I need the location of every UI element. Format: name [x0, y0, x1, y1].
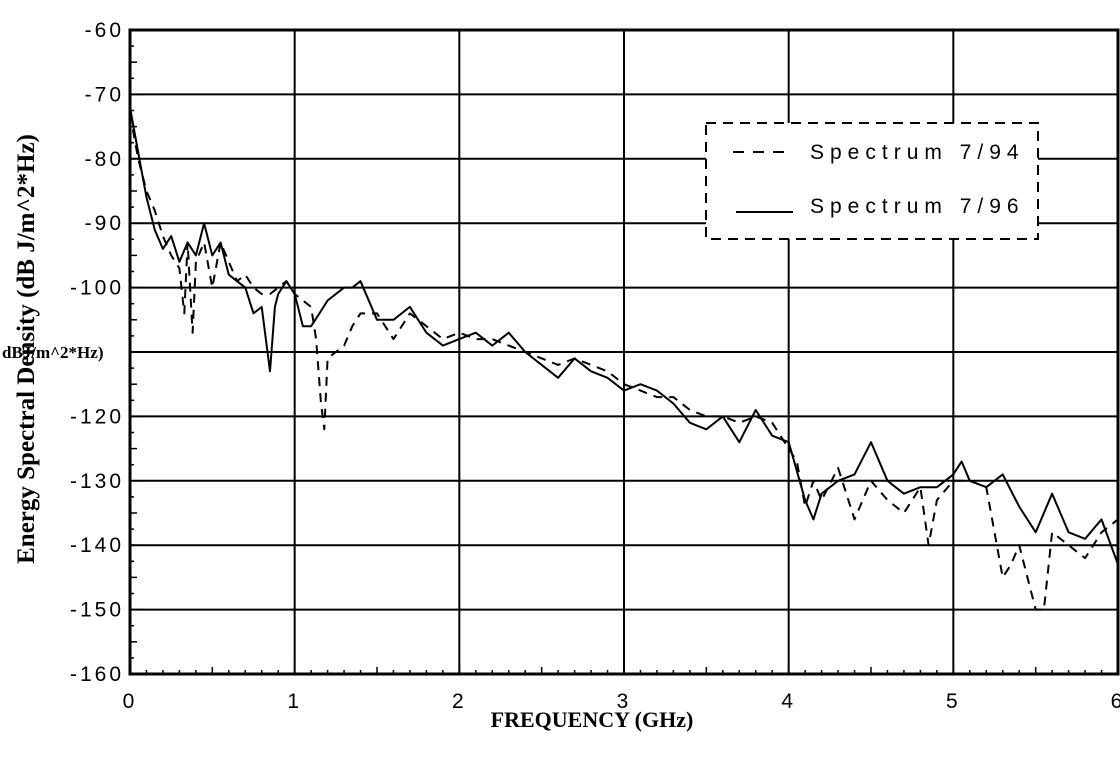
x-tick-label: 2: [452, 690, 467, 713]
x-tick-label: 0: [123, 690, 138, 713]
series-lines: [129, 107, 1119, 611]
y-tick-label: -80: [85, 148, 124, 171]
y-tick-label: -140: [70, 534, 124, 557]
legend-label-2: Spectrum 7/96: [810, 195, 1025, 218]
x-tick-label: 5: [946, 690, 961, 713]
y-tick-label: -130: [70, 470, 124, 493]
legend-box: [705, 122, 1039, 240]
x-tick-label: 1: [287, 690, 302, 713]
legend-label-1: Spectrum 7/94: [810, 141, 1025, 164]
x-tick-label: 3: [617, 690, 632, 713]
x-tick-label: 6: [1111, 690, 1120, 713]
y-tick-label: -120: [70, 405, 124, 428]
y-axis-title: Energy Spectral Density (dB J/m^2*Hz): [13, 134, 40, 564]
y-tick-label: -100: [70, 277, 124, 300]
overlapping-unit-label: dBJ/m^2*Hz): [2, 343, 104, 362]
series-line-2: [129, 107, 1119, 565]
x-tick-label: 4: [781, 690, 796, 713]
axis-ticks: 0 1 2 3 4 5 6 -60 -70 -80 -90 -100 -120 -130 -140 -150 -…: [70, 19, 1120, 713]
y-tick-label: -70: [85, 83, 124, 106]
x-axis-title: FREQUENCY (GHz): [491, 707, 694, 732]
y-tick-label: -60: [85, 19, 124, 42]
y-tick-label: -160: [70, 663, 124, 686]
grid-lines: [130, 30, 1118, 674]
y-tick-label: -90: [85, 212, 124, 235]
legend: Spectrum 7/94 Spectrum 7/96: [705, 122, 1039, 240]
y-tick-label: -150: [70, 599, 124, 622]
